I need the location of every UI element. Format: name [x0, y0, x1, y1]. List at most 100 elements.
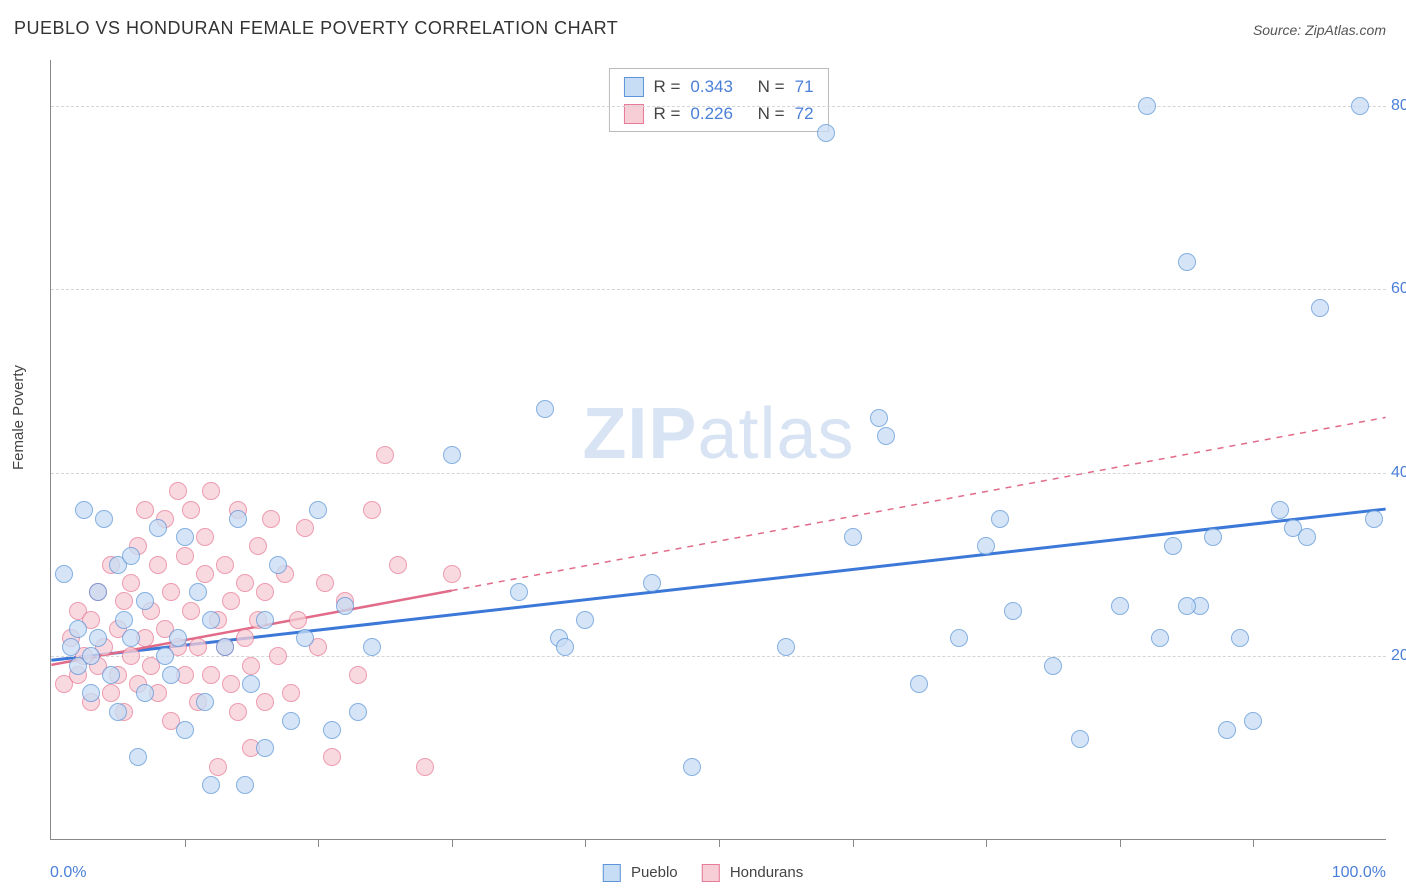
data-point-pueblo: [576, 611, 594, 629]
data-point-hondurans: [256, 583, 274, 601]
data-point-hondurans: [169, 482, 187, 500]
data-point-pueblo: [122, 629, 140, 647]
watermark: ZIPatlas: [582, 393, 854, 475]
data-point-pueblo: [870, 409, 888, 427]
data-point-hondurans: [182, 602, 200, 620]
data-point-hondurans: [296, 519, 314, 537]
x-tick: [585, 839, 586, 847]
data-point-pueblo: [176, 721, 194, 739]
data-point-pueblo: [196, 693, 214, 711]
swatch-pink-icon: [702, 864, 720, 882]
data-point-pueblo: [1365, 510, 1383, 528]
data-point-pueblo: [1231, 629, 1249, 647]
data-point-pueblo: [1111, 597, 1129, 615]
data-point-pueblo: [256, 739, 274, 757]
data-point-pueblo: [89, 629, 107, 647]
data-point-hondurans: [149, 556, 167, 574]
data-point-pueblo: [136, 684, 154, 702]
data-point-hondurans: [122, 574, 140, 592]
data-point-hondurans: [122, 647, 140, 665]
data-point-hondurans: [229, 703, 247, 721]
data-point-hondurans: [443, 565, 461, 583]
data-point-hondurans: [196, 528, 214, 546]
stats-row-pink: R = 0.226 N = 72: [623, 100, 813, 127]
data-point-hondurans: [189, 638, 207, 656]
gridline: [51, 473, 1386, 474]
data-point-hondurans: [289, 611, 307, 629]
data-point-pueblo: [122, 547, 140, 565]
data-point-pueblo: [162, 666, 180, 684]
stats-legend: R = 0.343 N = 71 R = 0.226 N = 72: [608, 68, 828, 132]
data-point-pueblo: [777, 638, 795, 656]
data-point-hondurans: [182, 501, 200, 519]
y-tick-label: 60.0%: [1391, 280, 1406, 298]
data-point-hondurans: [236, 574, 254, 592]
data-point-hondurans: [202, 482, 220, 500]
data-point-pueblo: [95, 510, 113, 528]
data-point-hondurans: [209, 758, 227, 776]
data-point-pueblo: [296, 629, 314, 647]
x-axis-max-label: 100.0%: [1332, 864, 1386, 882]
data-point-pueblo: [1244, 712, 1262, 730]
y-tick-label: 40.0%: [1391, 464, 1406, 482]
data-point-pueblo: [82, 647, 100, 665]
data-point-hondurans: [376, 446, 394, 464]
x-axis-min-label: 0.0%: [50, 864, 86, 882]
data-point-pueblo: [256, 611, 274, 629]
data-point-pueblo: [1298, 528, 1316, 546]
legend-item-pueblo: Pueblo: [603, 864, 678, 882]
data-point-pueblo: [176, 528, 194, 546]
data-point-pueblo: [1218, 721, 1236, 739]
x-tick: [185, 839, 186, 847]
data-point-hondurans: [222, 592, 240, 610]
data-point-pueblo: [510, 583, 528, 601]
data-point-pueblo: [817, 124, 835, 142]
data-point-pueblo: [82, 684, 100, 702]
data-point-pueblo: [62, 638, 80, 656]
data-point-pueblo: [1004, 602, 1022, 620]
data-point-pueblo: [556, 638, 574, 656]
data-point-pueblo: [89, 583, 107, 601]
data-point-hondurans: [349, 666, 367, 684]
data-point-pueblo: [1311, 299, 1329, 317]
data-point-pueblo: [236, 776, 254, 794]
chart-container: Female Poverty ZIPatlas R = 0.343 N = 71…: [0, 50, 1406, 892]
data-point-pueblo: [1044, 657, 1062, 675]
data-point-hondurans: [316, 574, 334, 592]
data-point-hondurans: [242, 657, 260, 675]
data-point-pueblo: [1164, 537, 1182, 555]
y-tick-label: 20.0%: [1391, 647, 1406, 665]
data-point-hondurans: [269, 647, 287, 665]
data-point-pueblo: [102, 666, 120, 684]
data-point-pueblo: [1204, 528, 1222, 546]
x-tick: [318, 839, 319, 847]
data-point-pueblo: [536, 400, 554, 418]
data-point-pueblo: [1351, 97, 1369, 115]
data-point-pueblo: [189, 583, 207, 601]
data-point-pueblo: [363, 638, 381, 656]
data-point-pueblo: [55, 565, 73, 583]
data-point-pueblo: [69, 620, 87, 638]
data-point-pueblo: [129, 748, 147, 766]
x-tick: [452, 839, 453, 847]
x-tick: [986, 839, 987, 847]
series-legend: Pueblo Hondurans: [603, 864, 803, 882]
data-point-pueblo: [169, 629, 187, 647]
swatch-blue-icon: [603, 864, 621, 882]
swatch-blue-icon: [623, 77, 643, 97]
x-tick: [853, 839, 854, 847]
gridline: [51, 106, 1386, 107]
data-point-hondurans: [249, 537, 267, 555]
data-point-pueblo: [877, 427, 895, 445]
data-point-pueblo: [991, 510, 1009, 528]
data-point-pueblo: [216, 638, 234, 656]
data-point-pueblo: [977, 537, 995, 555]
data-point-pueblo: [336, 597, 354, 615]
data-point-hondurans: [389, 556, 407, 574]
data-point-pueblo: [1138, 97, 1156, 115]
data-point-pueblo: [443, 446, 461, 464]
trend-lines: [51, 60, 1386, 839]
data-point-pueblo: [75, 501, 93, 519]
data-point-pueblo: [349, 703, 367, 721]
data-point-pueblo: [950, 629, 968, 647]
